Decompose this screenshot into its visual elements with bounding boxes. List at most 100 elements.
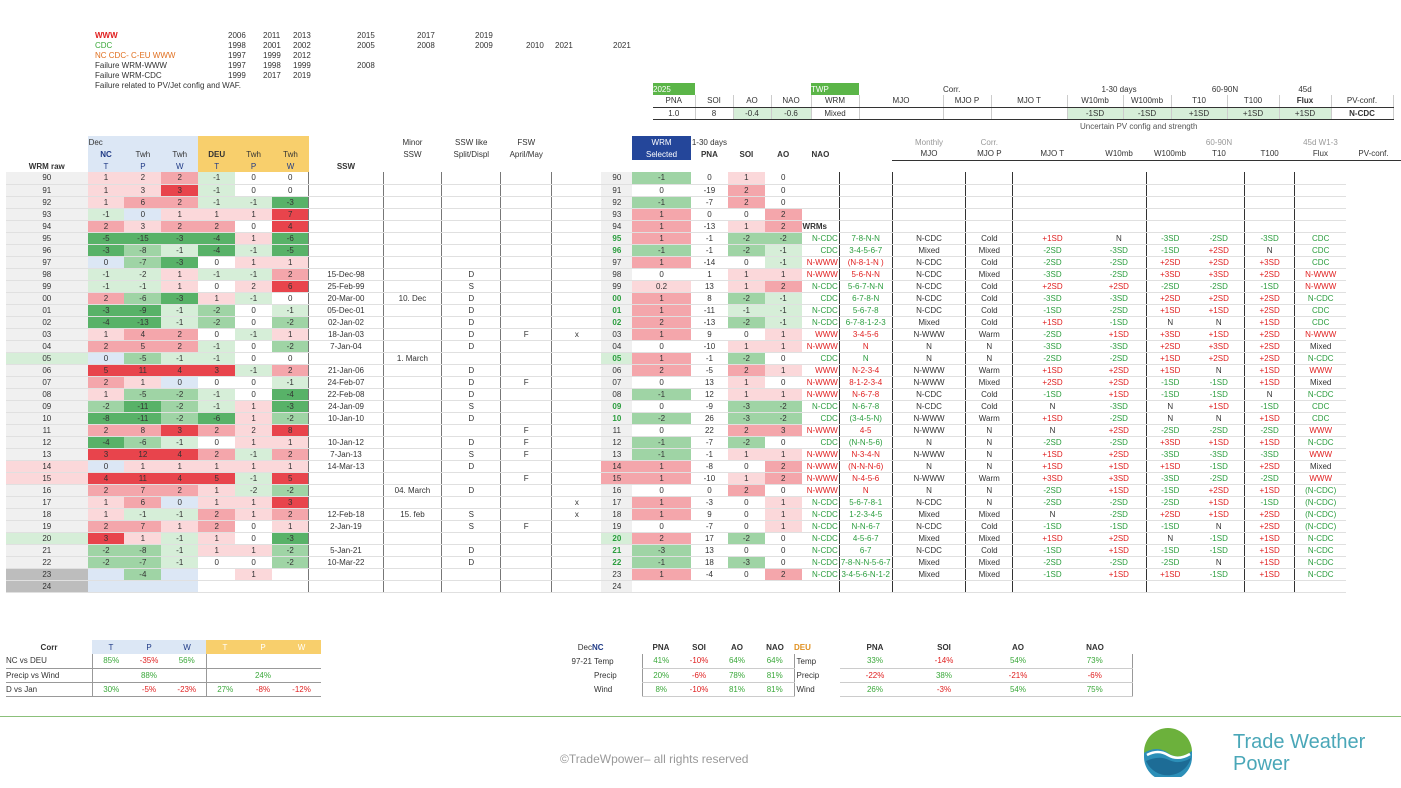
dec-value: 81% xyxy=(756,668,794,683)
deu-value: 7 xyxy=(272,208,309,221)
nc-value: -1 xyxy=(161,544,199,557)
sd-value xyxy=(1145,172,1194,185)
fsw xyxy=(500,364,553,377)
mjo-p: N-WWW xyxy=(891,328,966,341)
sd-value: +2SD xyxy=(1091,532,1147,545)
index-value: -2 xyxy=(632,412,691,425)
dec-period: 97-21 xyxy=(571,656,592,666)
minor-ssw xyxy=(383,364,443,377)
mjo-t: N xyxy=(965,460,1013,473)
forecast-value: +1SD xyxy=(1171,107,1228,120)
forecast-2025: 2025 TWP Corr. 1-30 days 60-90N 45d PNA S… xyxy=(653,83,1394,131)
forecast-value: N-CDC xyxy=(1331,107,1394,120)
pv-conf: Mixed xyxy=(1294,376,1347,389)
dec-value: 64% xyxy=(756,654,794,669)
corr-head: P xyxy=(244,640,282,654)
index-value: -10 xyxy=(690,340,728,353)
row-year: 95 xyxy=(6,232,88,245)
deu-value: -2 xyxy=(198,316,236,329)
forecast-value: 8 xyxy=(695,107,734,120)
nc-value: -1 xyxy=(87,208,125,221)
split-displ: D xyxy=(441,340,502,353)
deu-value: -3 xyxy=(272,532,309,545)
wrm-class: CDC xyxy=(801,436,840,449)
index-value: 2 xyxy=(764,220,802,233)
forecast-corr: Corr. xyxy=(943,84,961,94)
sd-value xyxy=(1012,580,1092,593)
cross-mark xyxy=(551,232,602,245)
sd-value xyxy=(1012,184,1092,197)
minor-ssw xyxy=(383,532,443,545)
header-row-2: NC Twh Twh DEU Twh Twh SSW Split/Displ April/May… xyxy=(6,148,1401,161)
sd-value xyxy=(1091,196,1147,209)
dec-corr: Dec NC PNA SOI AO NAO DEU PNA SOI AO NAO 97-21 Temp 4… xyxy=(560,640,1133,697)
index-value: 2 xyxy=(764,472,802,485)
sd-value: -2SD xyxy=(1193,232,1245,245)
deu-value: 4 xyxy=(272,220,309,233)
index-value: 1 xyxy=(727,220,765,233)
dec-value: 54% xyxy=(978,682,1058,697)
sd-value: +1SD xyxy=(1243,364,1295,377)
forecast-45d: 45d xyxy=(1298,84,1312,94)
wrm-selected: 13 xyxy=(601,448,633,461)
split-displ xyxy=(441,496,502,509)
dec-value: 81% xyxy=(718,682,756,697)
header-cell xyxy=(309,136,383,148)
nc-value: -2 xyxy=(87,556,125,569)
sd-value: +1SD xyxy=(1091,484,1147,497)
nc-value: 3 xyxy=(87,448,125,461)
index-value: -8 xyxy=(690,460,728,473)
mjo-p: N xyxy=(891,460,966,473)
mjo-p xyxy=(891,172,966,185)
dec-var: Temp xyxy=(793,654,840,668)
index-value: -9 xyxy=(690,400,728,413)
wrm-class: N-WWW xyxy=(801,376,840,389)
fsw xyxy=(500,532,553,545)
sd-value: +2SD xyxy=(1091,280,1147,293)
header-cell: W100mb xyxy=(1146,148,1194,161)
sd-value xyxy=(1012,208,1092,221)
index-value: 2 xyxy=(764,208,802,221)
nc-value: -1 xyxy=(124,508,162,521)
dec-value: 64% xyxy=(718,654,756,669)
header-cell: MJO P xyxy=(965,148,1013,161)
row-year: 01 xyxy=(6,304,88,317)
dec-var: Precip xyxy=(594,670,617,680)
header-cell xyxy=(309,148,383,160)
sd-value: -1SD xyxy=(1091,520,1147,533)
index-value: 12 xyxy=(690,388,728,401)
legend-year: 2008 xyxy=(417,41,435,50)
index-value: 1 xyxy=(727,340,765,353)
wrm-class: N-WWW xyxy=(801,268,840,281)
row-year: 23 xyxy=(6,568,88,581)
pv-conf: N-CDC xyxy=(1294,544,1347,557)
fsw xyxy=(500,340,553,353)
index-value: -1 xyxy=(632,244,691,257)
table-row: 90 1 2 2 -1 0 0 90 -1 0 1 0 xyxy=(6,172,1401,185)
table-row: 07 2 1 0 0 0 -1 24-Feb-07 D F 07 0 13 1 0 N-WWW 8-1-2-3-… xyxy=(6,376,1401,389)
dec-value: 20% xyxy=(641,668,680,683)
wrm-class: WWW xyxy=(801,328,840,341)
nc-value: 2 xyxy=(87,340,125,353)
forecast-value: +1SD xyxy=(1227,107,1280,120)
fsw xyxy=(500,304,553,317)
index-value: 2 xyxy=(727,424,765,437)
split-displ: S xyxy=(441,448,502,461)
sd-value: N xyxy=(1193,412,1245,425)
ssw-date: 7-Jan-13 xyxy=(308,448,384,461)
sd-value: -2SD xyxy=(1091,268,1147,281)
fsw xyxy=(500,316,553,329)
deu-value: -1 xyxy=(235,328,273,341)
split-displ: D xyxy=(441,268,502,281)
deu-value: -1 xyxy=(198,184,236,197)
sd-value: -2SD xyxy=(1012,352,1092,365)
mjo-phases: N xyxy=(838,352,893,365)
ssw-date xyxy=(308,532,384,545)
minor-ssw: 1. March xyxy=(383,352,443,365)
header-cell xyxy=(601,136,632,148)
deu-value xyxy=(198,568,236,581)
index-value: 1 xyxy=(764,364,802,377)
legend-year: 1999 xyxy=(263,51,281,60)
index-value: 1 xyxy=(764,388,802,401)
index-value: 1 xyxy=(764,268,802,281)
